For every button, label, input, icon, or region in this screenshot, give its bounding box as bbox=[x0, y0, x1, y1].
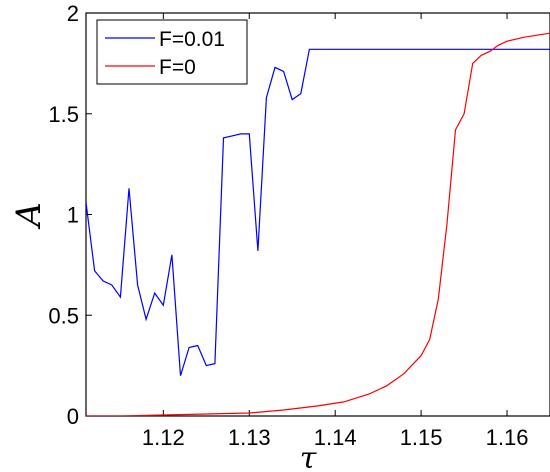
legend-box bbox=[96, 19, 248, 85]
x-axis-label: τ bbox=[300, 441, 317, 472]
y-axis-label: A bbox=[9, 202, 49, 230]
y-tick-label: 1 bbox=[67, 203, 79, 228]
y-tick-label: 2 bbox=[67, 1, 79, 26]
x-tick-label: 1.12 bbox=[142, 425, 185, 450]
series-line-1 bbox=[86, 48, 550, 376]
legend: F=0.01 F=0 bbox=[96, 19, 248, 85]
y-tick-label: 0.5 bbox=[48, 303, 79, 328]
y-tick-label: 0 bbox=[67, 404, 79, 429]
x-tick-label: 1.16 bbox=[486, 425, 529, 450]
y-tick-label: 1.5 bbox=[48, 102, 79, 127]
legend-label-1: F=0.01 bbox=[159, 28, 225, 51]
x-tick-label: 1.13 bbox=[228, 425, 271, 450]
legend-label-2: F=0 bbox=[159, 56, 196, 79]
x-tick-label: 1.15 bbox=[400, 425, 443, 450]
series-line-2 bbox=[86, 32, 550, 416]
x-tick-label: 1.14 bbox=[314, 425, 357, 450]
